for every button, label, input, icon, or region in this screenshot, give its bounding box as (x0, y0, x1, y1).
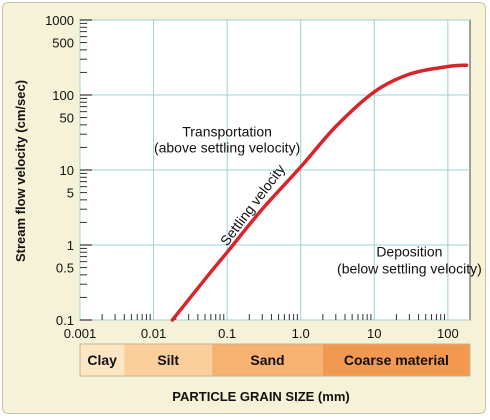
y-tick-label: 50 (60, 111, 74, 126)
grain-class-border (79, 343, 471, 377)
minor-ticks (80, 19, 445, 321)
y-tick-label: 0.1 (56, 313, 74, 328)
x-tick-label: 0.01 (141, 326, 166, 341)
annotation-deposition-detail: (below settling velocity) (337, 260, 482, 276)
y-tick-label: 100 (52, 88, 74, 103)
y-axis-label: Stream flow velocity (cm/sec) (13, 80, 28, 262)
grain-class-label: Silt (157, 352, 179, 368)
annotation-deposition: Deposition (376, 244, 442, 260)
settling-velocity-chart: 0.1 0.5 1 5 10 50 100 500 1000 0.001 0.01 0.1 1.0 10… (13, 13, 482, 404)
x-tick-label: 10 (367, 326, 381, 341)
y-tick-label: 1000 (45, 13, 74, 28)
grid-lines (79, 19, 470, 321)
grain-class-label: Clay (87, 352, 117, 368)
grain-class-sand (212, 344, 323, 376)
x-tick-labels: 0.001 0.01 0.1 1.0 10 100 (64, 326, 459, 341)
y-tick-label: 0.5 (56, 261, 74, 276)
grain-class-clay (80, 344, 125, 376)
x-tick-label: 100 (437, 326, 459, 341)
x-tick-label: 0.001 (64, 326, 97, 341)
grain-size-classes: Clay Silt Sand Coarse material (79, 343, 471, 377)
annotation-transportation: Transportation (182, 124, 272, 140)
y-tick-label: 5 (67, 186, 74, 201)
y-tick-label: 1 (67, 238, 74, 253)
annotation-transportation-detail: (above settling velocity) (154, 140, 300, 156)
y-tick-labels: 0.1 0.5 1 5 10 50 100 500 1000 (45, 13, 74, 328)
grain-class-coarse-material (322, 344, 470, 376)
chart-frame: 0.1 0.5 1 5 10 50 100 500 1000 0.001 0.01 0.1 1.0 10… (2, 2, 486, 414)
x-tick-label: 1.0 (292, 326, 310, 341)
grain-class-label: Coarse material (344, 352, 449, 368)
settling-velocity-curve (170, 63, 469, 322)
y-tick-label: 500 (52, 36, 74, 51)
y-tick-label: 10 (60, 163, 74, 178)
x-tick-label: 0.1 (218, 326, 236, 341)
grain-class-silt (124, 344, 213, 376)
x-axis-label: PARTICLE GRAIN SIZE (mm) (172, 389, 349, 404)
grain-class-label: Sand (250, 352, 284, 368)
